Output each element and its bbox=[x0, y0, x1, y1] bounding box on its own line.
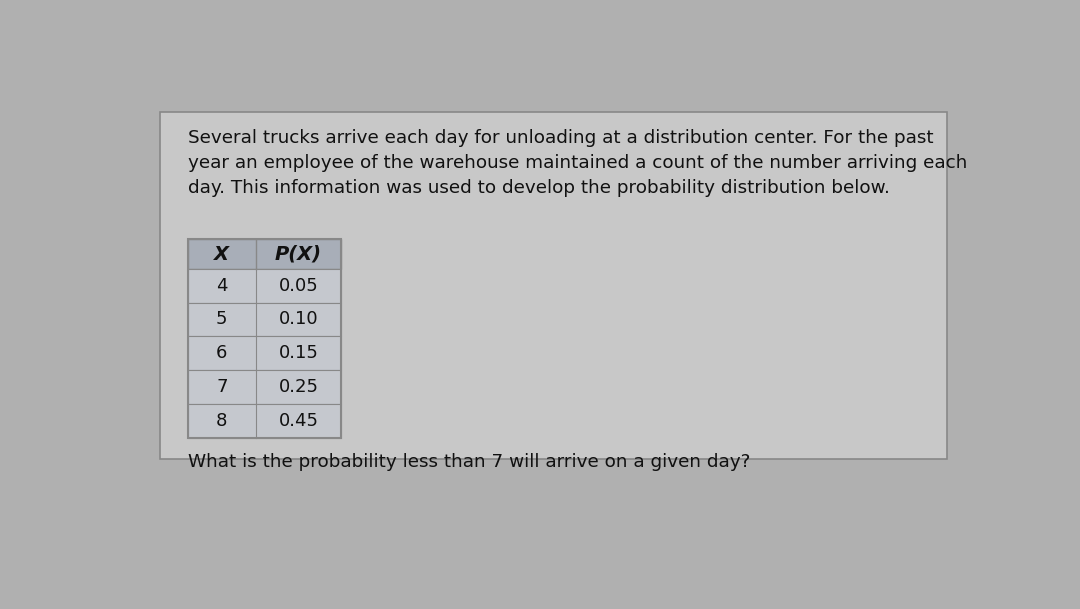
Text: 0.15: 0.15 bbox=[279, 344, 319, 362]
Text: 7: 7 bbox=[216, 378, 228, 396]
Bar bbox=[188, 239, 341, 269]
Bar bbox=[160, 112, 947, 459]
Bar bbox=[188, 239, 341, 438]
Text: 5: 5 bbox=[216, 311, 228, 328]
Text: 6: 6 bbox=[216, 344, 228, 362]
Text: What is the probability less than 7 will arrive on a given day?: What is the probability less than 7 will… bbox=[188, 454, 751, 471]
Bar bbox=[188, 370, 341, 404]
Text: 0.10: 0.10 bbox=[279, 311, 319, 328]
Bar bbox=[188, 404, 341, 438]
Text: 0.25: 0.25 bbox=[279, 378, 319, 396]
Bar bbox=[188, 336, 341, 370]
Text: 0.05: 0.05 bbox=[279, 276, 319, 295]
Text: P(X): P(X) bbox=[275, 245, 322, 264]
Text: 0.45: 0.45 bbox=[279, 412, 319, 430]
Bar bbox=[188, 303, 341, 336]
Text: Several trucks arrive each day for unloading at a distribution center. For the p: Several trucks arrive each day for unloa… bbox=[188, 129, 967, 197]
Text: X: X bbox=[214, 245, 229, 264]
Text: 4: 4 bbox=[216, 276, 228, 295]
Text: 8: 8 bbox=[216, 412, 228, 430]
Bar bbox=[188, 269, 341, 303]
